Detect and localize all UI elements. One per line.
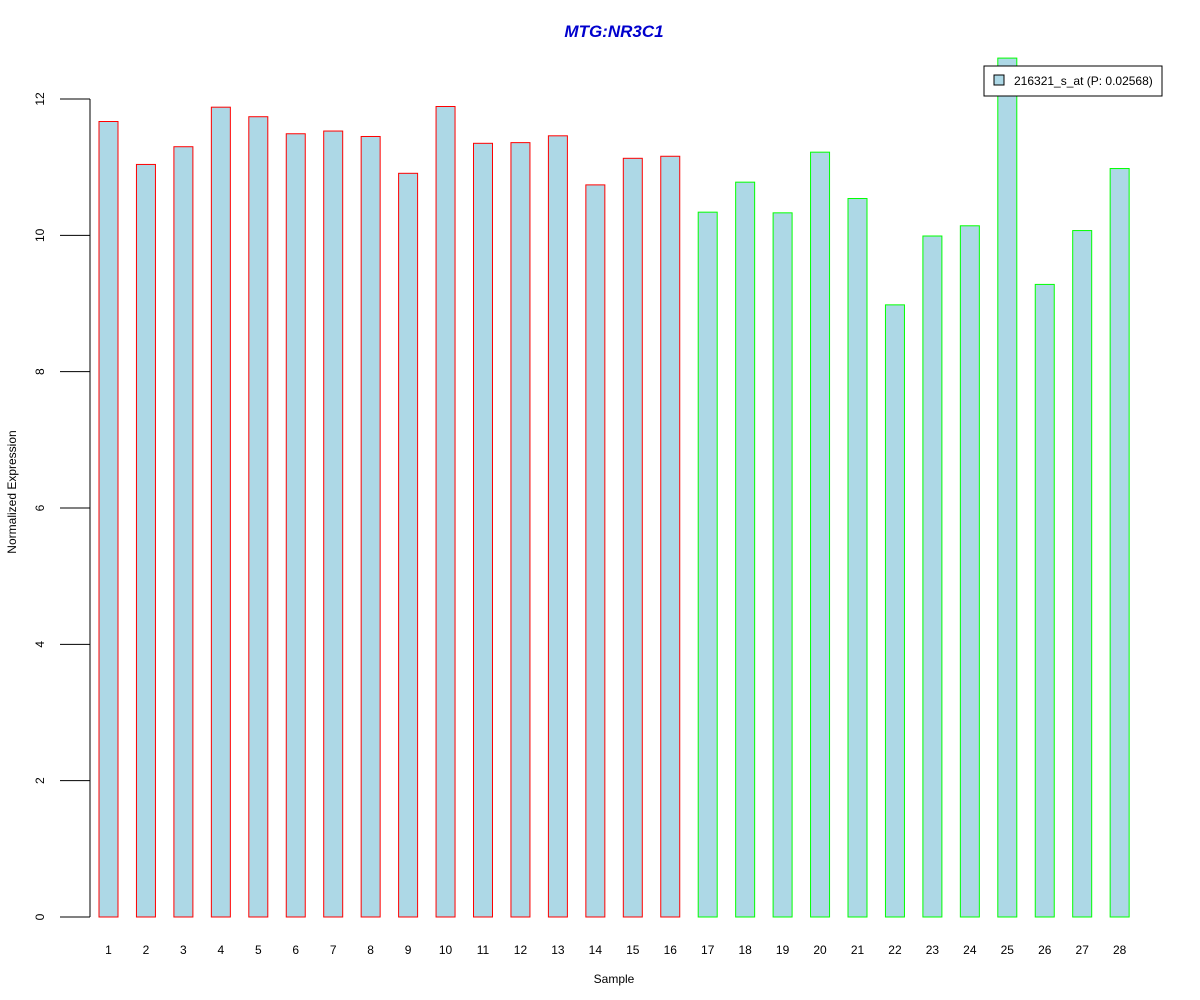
legend-swatch [993, 74, 1005, 86]
x-tick-label: 17 [701, 943, 715, 957]
x-tick-label: 21 [851, 943, 865, 957]
bar-sample-24 [959, 225, 980, 918]
x-tick-label: 1 [105, 943, 112, 957]
y-axis: 0 2 4 6 8 10 12 [33, 92, 91, 920]
legend: 216321_s_at (P: 0.02568) [983, 65, 1163, 97]
x-tick-label: 15 [626, 943, 640, 957]
bar-sample-15 [622, 157, 643, 918]
x-tick-label: 3 [180, 943, 187, 957]
x-tick-label: 25 [1001, 943, 1015, 957]
bar-sample-13 [547, 135, 568, 918]
bar-sample-10 [435, 106, 456, 918]
bar-sample-4 [210, 106, 231, 918]
x-tick-label: 11 [477, 943, 490, 957]
x-tick-label: 9 [405, 943, 412, 957]
x-tick-label: 26 [1038, 943, 1052, 957]
y-axis-label: Normalized Expression [5, 430, 19, 553]
x-tick-label: 28 [1113, 943, 1127, 957]
bar-sample-25 [997, 57, 1018, 918]
x-tick-label: 5 [255, 943, 262, 957]
bar-sample-26 [1034, 283, 1055, 918]
bar-sample-8 [360, 135, 381, 918]
legend-box [983, 65, 1163, 97]
y-tick-label: 2 [33, 777, 47, 784]
bar-sample-23 [922, 235, 943, 918]
x-tick-label: 10 [439, 943, 453, 957]
x-tick-label: 13 [551, 943, 565, 957]
x-tick-label: 14 [589, 943, 603, 957]
x-tick-label: 8 [367, 943, 374, 957]
x-tick-label: 24 [963, 943, 977, 957]
bar-sample-22 [884, 304, 905, 918]
y-tick-label: 8 [33, 368, 47, 375]
bar-sample-21 [847, 198, 868, 918]
bar-sample-28 [1109, 168, 1130, 918]
bar-sample-3 [173, 146, 194, 918]
bar-sample-18 [735, 181, 756, 918]
bar-sample-1 [98, 121, 119, 918]
x-tick-label: 16 [664, 943, 678, 957]
bar-sample-5 [248, 116, 269, 918]
y-tick-label: 12 [33, 92, 47, 106]
legend-label: 216321_s_at (P: 0.02568) [1014, 74, 1153, 88]
bar-sample-17 [697, 211, 718, 918]
bar-sample-9 [398, 172, 419, 918]
x-tick-label: 18 [738, 943, 752, 957]
x-tick-label: 4 [218, 943, 225, 957]
x-axis-label: Sample [594, 972, 635, 986]
x-tick-label: 22 [888, 943, 902, 957]
y-tick-label: 6 [33, 504, 47, 511]
y-tick-label: 4 [33, 641, 47, 648]
x-tick-label: 27 [1076, 943, 1090, 957]
x-tick-label: 12 [514, 943, 528, 957]
x-tick-label: 2 [143, 943, 150, 957]
bar-sample-11 [473, 142, 493, 918]
y-tick-label: 10 [33, 228, 47, 242]
bar-sample-12 [510, 142, 531, 918]
x-tick-label: 20 [813, 943, 827, 957]
bars-group [98, 57, 1130, 918]
bar-sample-14 [585, 184, 606, 918]
bar-sample-20 [810, 151, 831, 918]
y-tick-label: 0 [33, 913, 47, 920]
x-tick-label: 7 [330, 943, 337, 957]
bar-sample-19 [772, 212, 793, 918]
bar-sample-2 [135, 163, 156, 918]
x-tick-labels: 1 2 3 4 5 6 7 8 9 10 11 12 13 14 15 16 17 18 19 20 21 22 23 24 2… [105, 943, 1126, 957]
chart-title: MTG:NR3C1 [564, 22, 663, 41]
bar-sample-16 [660, 155, 681, 918]
x-tick-label: 19 [776, 943, 790, 957]
bar-sample-6 [285, 133, 306, 918]
x-tick-label: 23 [926, 943, 940, 957]
bar-sample-7 [323, 130, 344, 918]
x-tick-label: 6 [292, 943, 299, 957]
bar-sample-27 [1072, 230, 1093, 918]
